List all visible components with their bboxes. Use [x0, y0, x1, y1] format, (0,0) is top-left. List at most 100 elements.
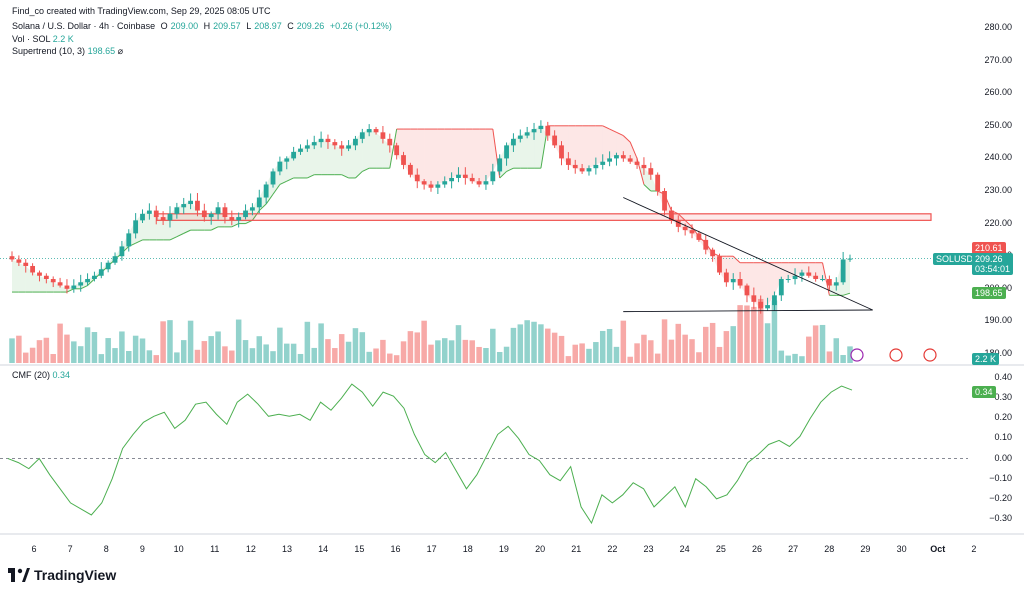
high-price-tag: 210.61 [972, 242, 1006, 254]
supertrend-line [842, 292, 851, 296]
candle-body [675, 220, 681, 227]
cmf-tick-label: −0.30 [989, 513, 1012, 523]
volume-bar [105, 338, 111, 363]
supertrend-legend[interactable]: Supertrend (10, 3) 198.65 ⌀ [12, 46, 123, 57]
volume-bar [36, 340, 43, 363]
supertrend-fill [431, 129, 438, 188]
tradingview-logo[interactable]: TradingView [8, 567, 116, 583]
supertrend-line [616, 131, 624, 137]
candle-body [50, 279, 56, 283]
volume-bar [723, 331, 730, 363]
volume-bar [538, 324, 544, 363]
volume-bar [654, 353, 661, 363]
volume-bar [359, 332, 366, 363]
trendline [623, 309, 873, 313]
supertrend-fill [334, 145, 342, 175]
volume-bar [153, 355, 159, 363]
candle-body [820, 279, 825, 281]
candle-body [407, 164, 413, 175]
supertrend-fill [602, 125, 610, 162]
volume-bar [593, 342, 599, 363]
candle-body [291, 151, 297, 159]
supertrend-line [629, 141, 638, 159]
candle-body [511, 138, 516, 146]
candle-body [208, 213, 214, 218]
candle-body [799, 272, 805, 276]
candle-body [174, 207, 180, 214]
candle-body [325, 138, 331, 143]
time-tick-label: 28 [824, 544, 835, 554]
supertrend-fill [616, 132, 624, 159]
supertrend-line [252, 210, 260, 221]
candle-body [78, 282, 84, 286]
time-tick-label: 29 [860, 544, 871, 554]
candle-body [607, 158, 612, 162]
candle-body [840, 259, 846, 283]
credit-line: Find_co created with TradingView.com, Se… [12, 6, 271, 16]
volume-bar [345, 341, 352, 363]
ohlc-low-label: L [246, 21, 252, 31]
supertrend-line [355, 171, 363, 179]
volume-bar [771, 300, 778, 363]
visibility-icon[interactable]: ⌀ [117, 46, 124, 56]
supertrend-line [66, 288, 75, 293]
candle-body [723, 272, 729, 283]
supertrend-line [286, 177, 294, 182]
volume-bar [703, 326, 709, 363]
candle-body [414, 174, 420, 182]
candle-body [16, 259, 22, 263]
price-tick-label: 270.00 [984, 54, 1012, 65]
supertrend-line [258, 203, 267, 211]
volume-bar [462, 339, 469, 363]
candle-body [64, 285, 70, 289]
time-tick-label: 27 [788, 544, 799, 554]
candle-body [435, 184, 441, 188]
volume-bar [194, 349, 201, 363]
supertrend-line [341, 174, 349, 179]
supertrend-value: 198.65 [87, 46, 116, 56]
candle-body [126, 233, 132, 247]
supertrend-fill [183, 200, 191, 234]
ohlc-high: 209.57 [213, 21, 241, 31]
candle-body [229, 217, 235, 221]
last-price: 209.26 [975, 254, 1003, 264]
supertrend-line [231, 223, 239, 228]
ohlc-close: 209.26 [296, 21, 325, 31]
cmf-tag: 0.34 [972, 386, 996, 398]
price-tick-label: 280.00 [984, 22, 1012, 32]
time-tick-label: 25 [715, 544, 726, 554]
supertrend-line [169, 236, 178, 241]
candle-body [641, 164, 647, 169]
supertrend-line [389, 128, 398, 169]
candle-body [545, 125, 551, 136]
candle-body [655, 174, 661, 191]
supertrend-line [677, 213, 686, 221]
volume-bar [222, 346, 228, 363]
volume-legend[interactable]: Vol · SOL 2.2 K [12, 34, 74, 44]
candle-body [215, 207, 221, 214]
supertrend-line [622, 135, 631, 143]
trendline [623, 197, 873, 311]
supertrend-fill [204, 213, 212, 231]
candle-body [806, 272, 812, 276]
volume-bar [785, 355, 791, 363]
volume-bar [751, 306, 757, 363]
volume-bar [648, 340, 654, 363]
candle-body [387, 138, 393, 146]
volume-bar [833, 338, 840, 363]
supertrend-fill [774, 262, 782, 296]
candle-body [243, 210, 248, 218]
volume-bar [290, 343, 297, 363]
volume-bar [22, 352, 29, 363]
volume-bar [737, 305, 743, 363]
price-tick-label: 220.00 [984, 217, 1012, 228]
candle-body [256, 197, 262, 208]
volume-bar [558, 335, 565, 363]
supertrend-fill [582, 125, 589, 172]
candle-body [744, 285, 750, 296]
cmf-legend[interactable]: CMF (20) 0.34 [12, 370, 70, 380]
volume-bar [318, 323, 324, 363]
supertrend-line [602, 125, 610, 130]
volume-bar [448, 340, 455, 363]
